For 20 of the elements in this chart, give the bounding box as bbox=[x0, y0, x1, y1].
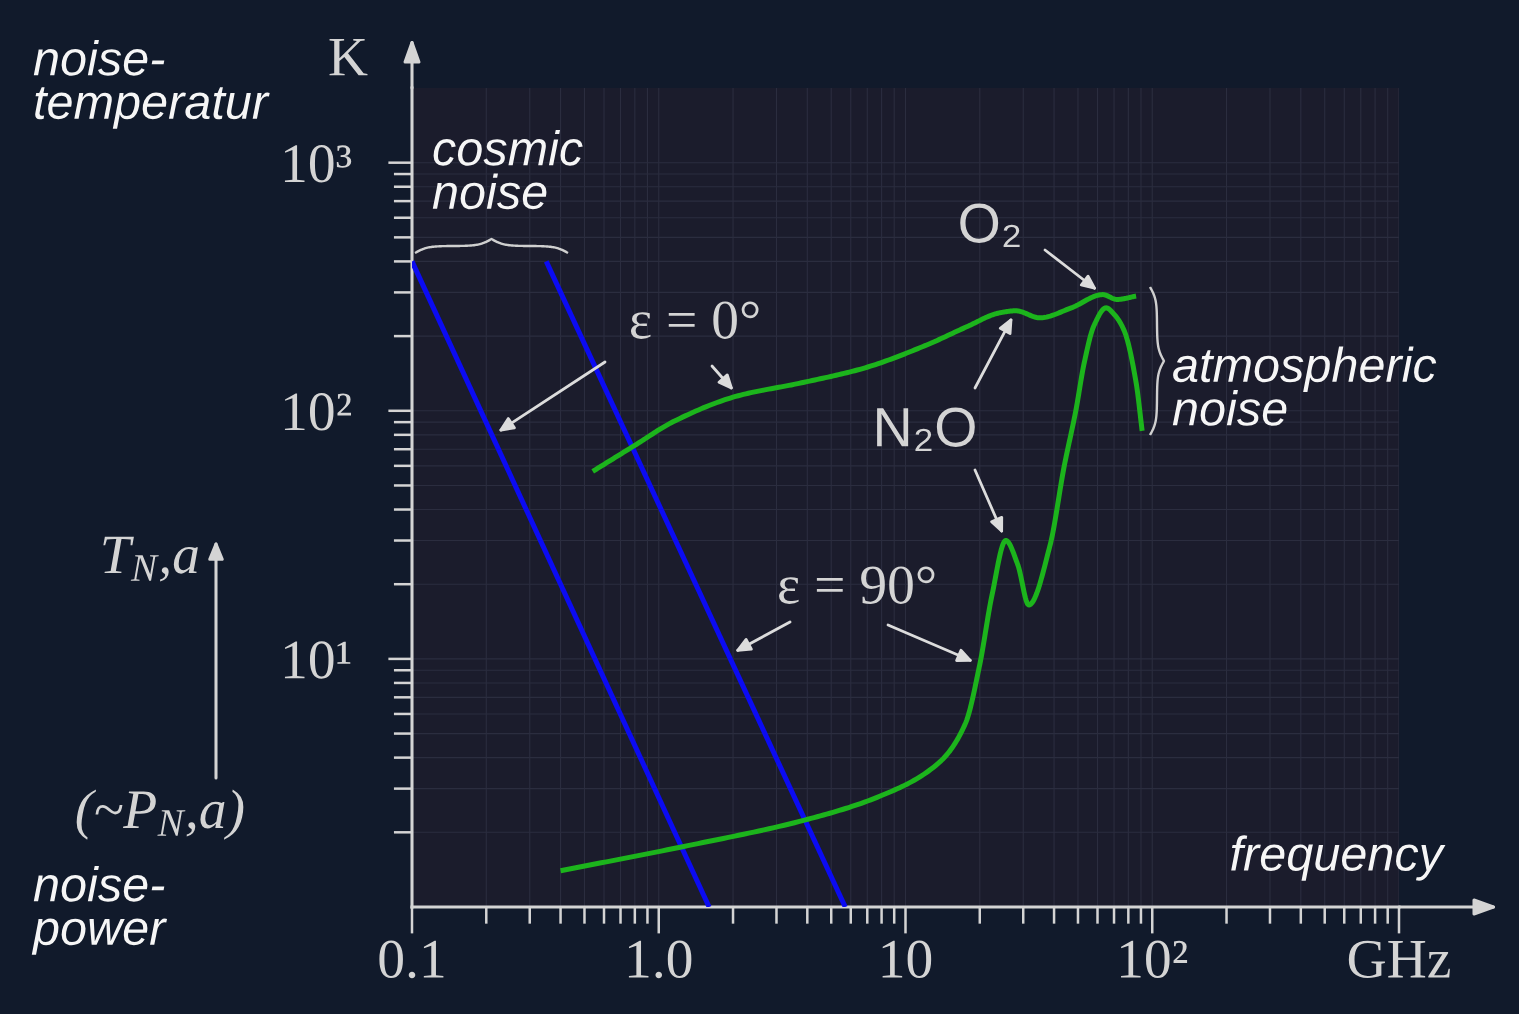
annotation: cosmic noise bbox=[432, 130, 583, 210]
y-tick-label: 10¹ bbox=[284, 641, 351, 679]
x-tick-label: 10 bbox=[882, 940, 932, 979]
y-axis-title: T$_{N}$,a bbox=[103, 536, 198, 582]
text: (~P$_{N}$,a) bbox=[76, 789, 244, 840]
text: noise- power bbox=[31, 866, 168, 955]
y-tick-label: 10³ bbox=[284, 145, 352, 183]
x-tick-label: 10² bbox=[1121, 940, 1188, 979]
annotation: N₂O bbox=[877, 407, 975, 452]
x-tick-label: 0.1 bbox=[379, 940, 444, 979]
annotation: ε = 90° bbox=[779, 566, 935, 604]
annotation: O₂ bbox=[960, 203, 1020, 248]
x-tick-label: GHz bbox=[1348, 940, 1450, 979]
annotation: ε = 0° bbox=[630, 301, 759, 339]
x-axis-title: frequency bbox=[1231, 835, 1446, 881]
x-tick-label: 1.0 bbox=[628, 940, 692, 979]
text: K bbox=[329, 38, 368, 76]
annotation: atmospheric noise bbox=[1172, 346, 1437, 426]
text: noise- temperatur bbox=[33, 40, 270, 129]
y-tick-label: 10² bbox=[284, 393, 351, 431]
